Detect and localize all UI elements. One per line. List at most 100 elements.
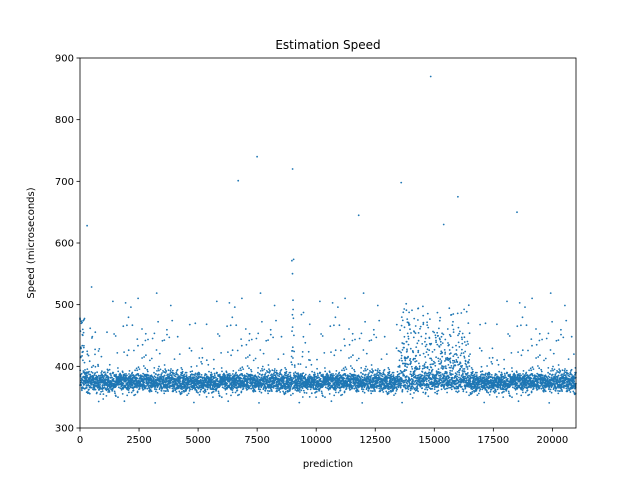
data-point [180, 367, 183, 369]
data-point [343, 390, 346, 393]
data-point [225, 371, 228, 374]
data-point [209, 386, 212, 389]
data-point [280, 368, 283, 371]
data-point [240, 390, 243, 393]
data-point [417, 319, 419, 321]
data-point [212, 396, 214, 398]
data-point [334, 349, 337, 352]
data-point [324, 370, 327, 373]
data-point [353, 368, 355, 371]
data-point [336, 386, 339, 389]
data-point [275, 319, 277, 322]
data-point [335, 373, 337, 375]
data-point [242, 387, 245, 390]
data-point [377, 368, 379, 370]
data-point [86, 374, 88, 377]
data-point [187, 392, 190, 395]
data-point [267, 364, 270, 366]
data-point [411, 388, 413, 390]
data-point [240, 369, 242, 372]
data-point [138, 387, 141, 390]
data-point [429, 318, 431, 320]
data-point [201, 356, 204, 359]
data-point [404, 359, 407, 362]
data-point [153, 377, 155, 380]
data-point [193, 401, 195, 404]
data-point [373, 384, 376, 387]
data-point [81, 355, 83, 357]
data-point [261, 320, 263, 323]
data-point [102, 374, 104, 377]
data-point [400, 316, 403, 318]
data-point [258, 376, 261, 379]
data-point [173, 374, 176, 377]
data-point [236, 349, 239, 352]
data-point [201, 362, 203, 365]
data-point [383, 335, 386, 338]
data-point [406, 332, 409, 335]
data-point [142, 376, 145, 378]
data-point [183, 381, 186, 384]
data-point [156, 391, 159, 394]
data-point [317, 374, 319, 377]
data-point [425, 386, 428, 389]
data-point [419, 325, 422, 328]
data-point [99, 393, 102, 395]
data-point [293, 334, 295, 337]
data-point [378, 369, 381, 372]
data-point [200, 388, 203, 391]
data-point [398, 359, 401, 362]
data-point [413, 373, 416, 375]
data-point [250, 387, 253, 390]
data-point [406, 350, 408, 352]
data-point [302, 372, 305, 374]
data-point [329, 382, 332, 385]
data-point [361, 390, 364, 393]
data-point [368, 372, 370, 374]
data-point [407, 388, 410, 391]
data-point [128, 387, 131, 390]
data-point [360, 367, 363, 369]
data-point [264, 373, 266, 376]
data-point [403, 374, 406, 377]
data-point [136, 369, 139, 372]
data-point [338, 324, 341, 327]
data-point [269, 370, 271, 373]
data-point [207, 363, 210, 366]
data-point [195, 375, 198, 378]
data-point [230, 354, 233, 357]
data-point [343, 386, 345, 389]
data-point [190, 365, 193, 368]
data-point [121, 371, 124, 374]
data-point [200, 374, 203, 376]
data-point [192, 373, 195, 376]
data-point [141, 343, 144, 346]
data-point [220, 367, 223, 369]
data-point [161, 372, 164, 374]
data-point [169, 304, 172, 307]
data-point [297, 363, 300, 365]
data-point [333, 324, 335, 327]
data-point [211, 379, 214, 381]
data-point [185, 374, 188, 376]
data-point [425, 380, 428, 383]
data-point [130, 375, 132, 378]
data-point [307, 375, 310, 377]
data-point [184, 377, 187, 380]
data-point [265, 372, 267, 374]
data-point [417, 390, 419, 393]
data-point [431, 368, 434, 371]
data-point [422, 352, 425, 355]
data-point [269, 333, 272, 336]
data-point [162, 376, 165, 379]
data-point [333, 374, 335, 377]
data-point [156, 370, 158, 372]
data-point [184, 375, 186, 378]
data-point [126, 374, 128, 377]
data-point [291, 272, 294, 275]
data-point [82, 350, 84, 353]
data-point [176, 383, 179, 385]
data-point [367, 390, 370, 392]
data-point [417, 307, 420, 310]
data-point [113, 390, 116, 393]
